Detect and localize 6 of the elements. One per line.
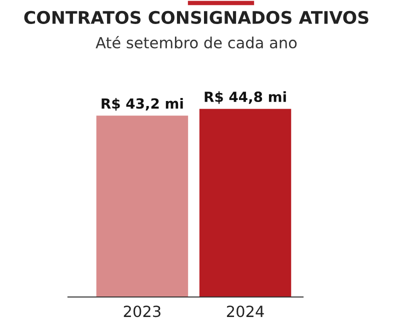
- chart-subtitle: Até setembro de cada ano: [96, 36, 297, 48]
- x-tick-label: 2024: [226, 306, 264, 318]
- data-label: R$ 44,8 mi: [204, 91, 286, 104]
- chart-title: CONTRATOS CONSIGNADOS ATIVOS: [24, 10, 368, 24]
- data-label: R$ 43,2 mi: [102, 98, 183, 111]
- x-tick-label: 2023: [124, 306, 160, 318]
